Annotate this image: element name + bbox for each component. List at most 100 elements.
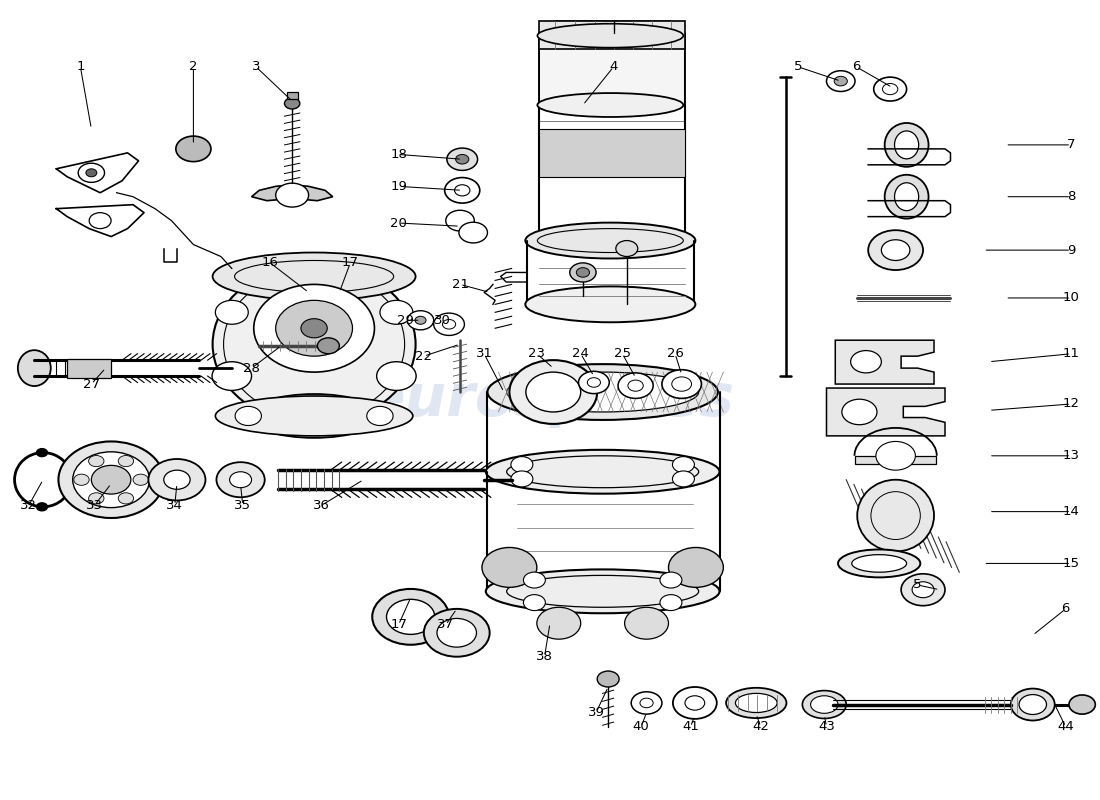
Text: 6: 6	[1062, 602, 1070, 615]
Bar	[67, 358, 111, 378]
Text: 3: 3	[252, 60, 261, 74]
Circle shape	[509, 360, 597, 424]
Circle shape	[89, 213, 111, 229]
Circle shape	[73, 452, 150, 508]
Circle shape	[482, 547, 537, 587]
Text: 2: 2	[189, 60, 198, 74]
Circle shape	[672, 457, 694, 473]
Text: 40: 40	[632, 720, 649, 734]
Ellipse shape	[487, 364, 718, 420]
Circle shape	[616, 241, 638, 257]
Text: 22: 22	[416, 350, 432, 362]
Bar	[539, 22, 685, 50]
Text: 16: 16	[262, 256, 278, 270]
Circle shape	[386, 599, 434, 634]
Text: eurospares: eurospares	[365, 371, 735, 429]
Circle shape	[212, 362, 252, 390]
Circle shape	[407, 310, 433, 330]
Ellipse shape	[894, 131, 918, 159]
Ellipse shape	[802, 690, 846, 718]
Circle shape	[230, 472, 252, 488]
Circle shape	[58, 442, 164, 518]
Text: 28: 28	[243, 362, 260, 374]
Circle shape	[672, 471, 694, 487]
Bar	[287, 92, 298, 98]
Ellipse shape	[857, 480, 934, 551]
Circle shape	[133, 474, 148, 486]
Circle shape	[625, 607, 669, 639]
Ellipse shape	[1011, 689, 1055, 721]
Ellipse shape	[18, 350, 51, 386]
Text: 27: 27	[82, 378, 100, 390]
Circle shape	[826, 70, 855, 91]
Ellipse shape	[811, 696, 838, 714]
Ellipse shape	[894, 182, 918, 210]
Text: 5: 5	[794, 60, 802, 74]
Circle shape	[510, 457, 532, 473]
Circle shape	[876, 442, 915, 470]
Circle shape	[74, 474, 89, 486]
Text: 33: 33	[86, 498, 103, 512]
Ellipse shape	[884, 174, 928, 218]
Circle shape	[78, 163, 104, 182]
Circle shape	[526, 372, 581, 412]
Text: 34: 34	[166, 498, 184, 512]
Text: 32: 32	[20, 498, 37, 512]
Circle shape	[570, 263, 596, 282]
Ellipse shape	[726, 688, 786, 718]
Circle shape	[176, 136, 211, 162]
Ellipse shape	[538, 24, 683, 48]
Circle shape	[660, 572, 682, 588]
Text: 11: 11	[1063, 347, 1080, 360]
Circle shape	[86, 169, 97, 177]
Circle shape	[1069, 695, 1096, 714]
Circle shape	[459, 222, 487, 243]
Ellipse shape	[486, 570, 719, 614]
Circle shape	[415, 316, 426, 324]
Text: 31: 31	[475, 347, 493, 360]
Circle shape	[148, 459, 206, 501]
Circle shape	[89, 493, 104, 504]
Circle shape	[576, 268, 590, 278]
Text: 8: 8	[1067, 190, 1076, 203]
Ellipse shape	[851, 554, 906, 572]
Circle shape	[301, 318, 328, 338]
Ellipse shape	[249, 394, 380, 438]
Text: 42: 42	[752, 720, 769, 734]
Circle shape	[579, 371, 609, 394]
Text: 35: 35	[234, 498, 251, 512]
Text: 15: 15	[1063, 557, 1080, 570]
Ellipse shape	[1019, 694, 1046, 714]
Circle shape	[868, 230, 923, 270]
Circle shape	[597, 671, 619, 687]
Text: 43: 43	[818, 720, 835, 734]
Circle shape	[91, 466, 131, 494]
Circle shape	[366, 406, 393, 426]
Circle shape	[36, 449, 47, 457]
Ellipse shape	[216, 396, 412, 436]
Circle shape	[912, 582, 934, 598]
Circle shape	[673, 687, 717, 719]
Circle shape	[36, 503, 47, 511]
Circle shape	[901, 574, 945, 606]
Text: 38: 38	[536, 650, 553, 663]
Circle shape	[89, 455, 104, 466]
Text: 23: 23	[528, 347, 546, 360]
Text: 10: 10	[1063, 291, 1079, 305]
Text: 17: 17	[390, 618, 407, 631]
Polygon shape	[252, 185, 332, 201]
Text: 25: 25	[614, 347, 631, 360]
Circle shape	[118, 493, 133, 504]
Circle shape	[842, 399, 877, 425]
Circle shape	[433, 313, 464, 335]
Polygon shape	[835, 340, 934, 384]
Circle shape	[379, 300, 412, 324]
Ellipse shape	[526, 286, 695, 322]
Circle shape	[216, 300, 249, 324]
Circle shape	[376, 362, 416, 390]
Text: 14: 14	[1063, 505, 1079, 518]
Circle shape	[447, 148, 477, 170]
Text: 21: 21	[451, 278, 469, 291]
Circle shape	[524, 572, 546, 588]
Circle shape	[164, 470, 190, 490]
